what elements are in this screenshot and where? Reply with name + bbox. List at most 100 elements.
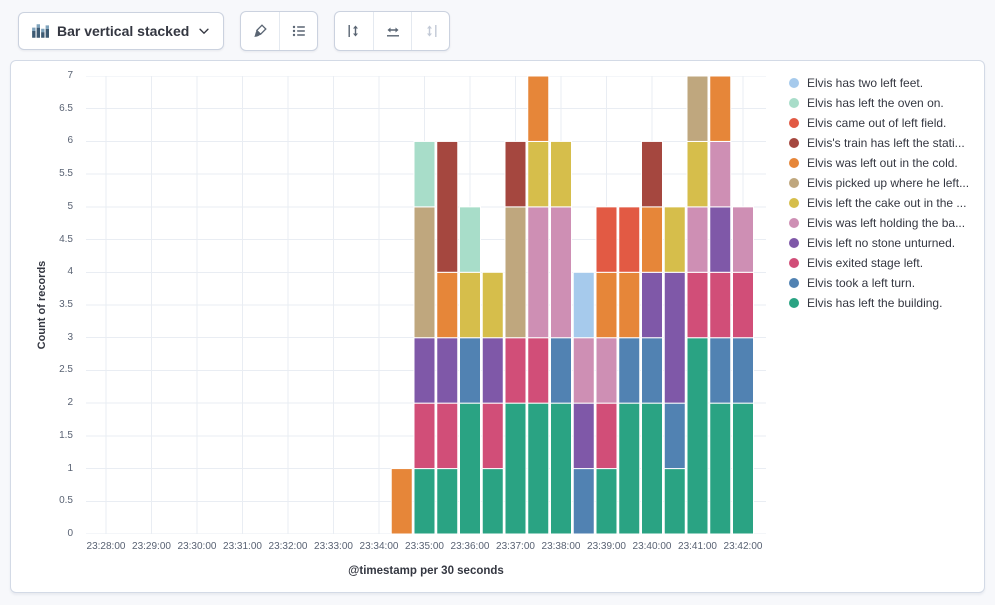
bar-segment[interactable]: [550, 402, 572, 534]
legend-item[interactable]: Elvis was left holding the ba...: [789, 216, 981, 230]
bar-segment[interactable]: [709, 337, 732, 404]
legend-item-label: Elvis came out of left field.: [807, 115, 947, 130]
bar-segment[interactable]: [436, 140, 459, 273]
legend-settings-button[interactable]: [279, 12, 317, 50]
bar-segment[interactable]: [436, 271, 459, 339]
bar-segment[interactable]: [686, 140, 709, 208]
bar-segment[interactable]: [663, 402, 686, 470]
bar-segment[interactable]: [663, 271, 686, 404]
bar-segment[interactable]: [481, 271, 504, 339]
bar-segment[interactable]: [481, 402, 504, 470]
bar-segment[interactable]: [459, 402, 481, 534]
y-tick-label: 3.5: [59, 299, 73, 310]
x-tick-label: 23:41:00: [678, 541, 717, 552]
bar-segment[interactable]: [527, 206, 550, 339]
bar-segment[interactable]: [390, 468, 413, 534]
bar-segment[interactable]: [413, 337, 436, 404]
legend-item[interactable]: Elvis left no stone unturned.: [789, 236, 981, 250]
bottom-axis-icon: [385, 23, 401, 39]
bar-segment[interactable]: [572, 468, 595, 534]
bar-segment[interactable]: [550, 206, 572, 339]
y-tick-label: 2: [67, 397, 73, 409]
bar-segment[interactable]: [527, 140, 550, 208]
legend-item[interactable]: Elvis picked up where he left...: [789, 176, 981, 190]
y-tick-label: 3: [67, 331, 73, 343]
bar-segment[interactable]: [504, 402, 527, 534]
bar-segment[interactable]: [663, 206, 686, 273]
legend-item-label: Elvis exited stage left.: [807, 255, 924, 270]
bar-segment[interactable]: [709, 76, 732, 142]
bar-segment[interactable]: [641, 337, 663, 404]
legend-item-label: Elvis's train has left the stati...: [807, 135, 965, 150]
bar-segment[interactable]: [413, 140, 436, 208]
bar-segment[interactable]: [641, 402, 663, 534]
legend-item[interactable]: Elvis exited stage left.: [789, 255, 981, 270]
bar-segment[interactable]: [641, 206, 663, 273]
bar-segment[interactable]: [686, 337, 709, 534]
legend-item[interactable]: Elvis has left the oven on.: [789, 95, 981, 110]
bar-segment[interactable]: [481, 337, 504, 404]
visual-options-button[interactable]: [241, 12, 279, 50]
bar-segment[interactable]: [732, 271, 754, 339]
bar-segment[interactable]: [572, 337, 595, 404]
bar-segment[interactable]: [436, 337, 459, 404]
bar-segment[interactable]: [618, 402, 641, 534]
y-tick-label: 1.5: [59, 429, 73, 441]
bar-segment[interactable]: [413, 206, 436, 339]
x-tick-label: 23:34:00: [359, 541, 399, 552]
bar-segment[interactable]: [459, 206, 481, 273]
bar-segment[interactable]: [595, 468, 618, 534]
x-tick-label: 23:38:00: [541, 541, 581, 552]
bar-segment[interactable]: [572, 271, 595, 339]
bar-segment[interactable]: [595, 206, 618, 273]
bar-segment[interactable]: [527, 402, 550, 534]
bar-segment[interactable]: [663, 468, 686, 534]
bar-segment[interactable]: [709, 402, 732, 534]
bar-segment[interactable]: [595, 402, 618, 470]
legend-item[interactable]: Elvis came out of left field.: [789, 115, 981, 130]
bar-segment[interactable]: [686, 76, 709, 142]
bar-segment[interactable]: [504, 206, 527, 339]
bar-segment[interactable]: [618, 271, 641, 339]
bar-segment[interactable]: [618, 206, 641, 273]
bar-segment[interactable]: [709, 140, 732, 208]
legend-item[interactable]: Elvis took a left turn.: [789, 276, 981, 290]
legend-item[interactable]: Elvis was left out in the cold.: [789, 156, 981, 170]
bar-segment[interactable]: [732, 337, 754, 404]
bar-segment[interactable]: [459, 271, 481, 339]
bar-segment[interactable]: [641, 140, 663, 208]
bar-segment[interactable]: [618, 337, 641, 404]
bar-segment[interactable]: [709, 206, 732, 273]
bar-segment[interactable]: [481, 468, 504, 534]
bar-segment[interactable]: [686, 206, 709, 273]
right-axis-button[interactable]: [411, 12, 449, 50]
bar-segment[interactable]: [550, 140, 572, 208]
bar-segment[interactable]: [436, 468, 459, 534]
bar-segment[interactable]: [732, 402, 754, 534]
bar-segment[interactable]: [595, 337, 618, 404]
bottom-axis-button[interactable]: [373, 12, 411, 50]
bar-segment[interactable]: [595, 271, 618, 339]
bar-segment[interactable]: [436, 402, 459, 470]
bar-segment[interactable]: [459, 337, 481, 404]
legend-item[interactable]: Elvis has left the building.: [789, 296, 981, 310]
y-tick-label: 1: [67, 462, 73, 474]
bar-segment[interactable]: [504, 337, 527, 404]
bar-segment[interactable]: [413, 402, 436, 470]
bar-segment[interactable]: [504, 140, 527, 208]
bar-segment[interactable]: [527, 76, 550, 142]
legend-item[interactable]: Elvis's train has left the stati...: [789, 135, 981, 150]
bar-segment[interactable]: [527, 337, 550, 404]
bar-segment[interactable]: [413, 468, 436, 534]
legend-item[interactable]: Elvis left the cake out in the ...: [789, 196, 981, 210]
bar-segment[interactable]: [572, 402, 595, 470]
left-axis-button[interactable]: [335, 12, 373, 50]
bar-segment[interactable]: [641, 271, 663, 339]
bar-segment[interactable]: [732, 206, 754, 273]
legend-item-label: Elvis has left the oven on.: [807, 95, 944, 110]
bar-segment[interactable]: [709, 271, 732, 339]
bar-segment[interactable]: [550, 337, 572, 404]
chart-type-switcher-button[interactable]: Bar vertical stacked: [18, 12, 225, 50]
legend-item[interactable]: Elvis has two left feet.: [789, 76, 981, 90]
bar-segment[interactable]: [686, 271, 709, 339]
